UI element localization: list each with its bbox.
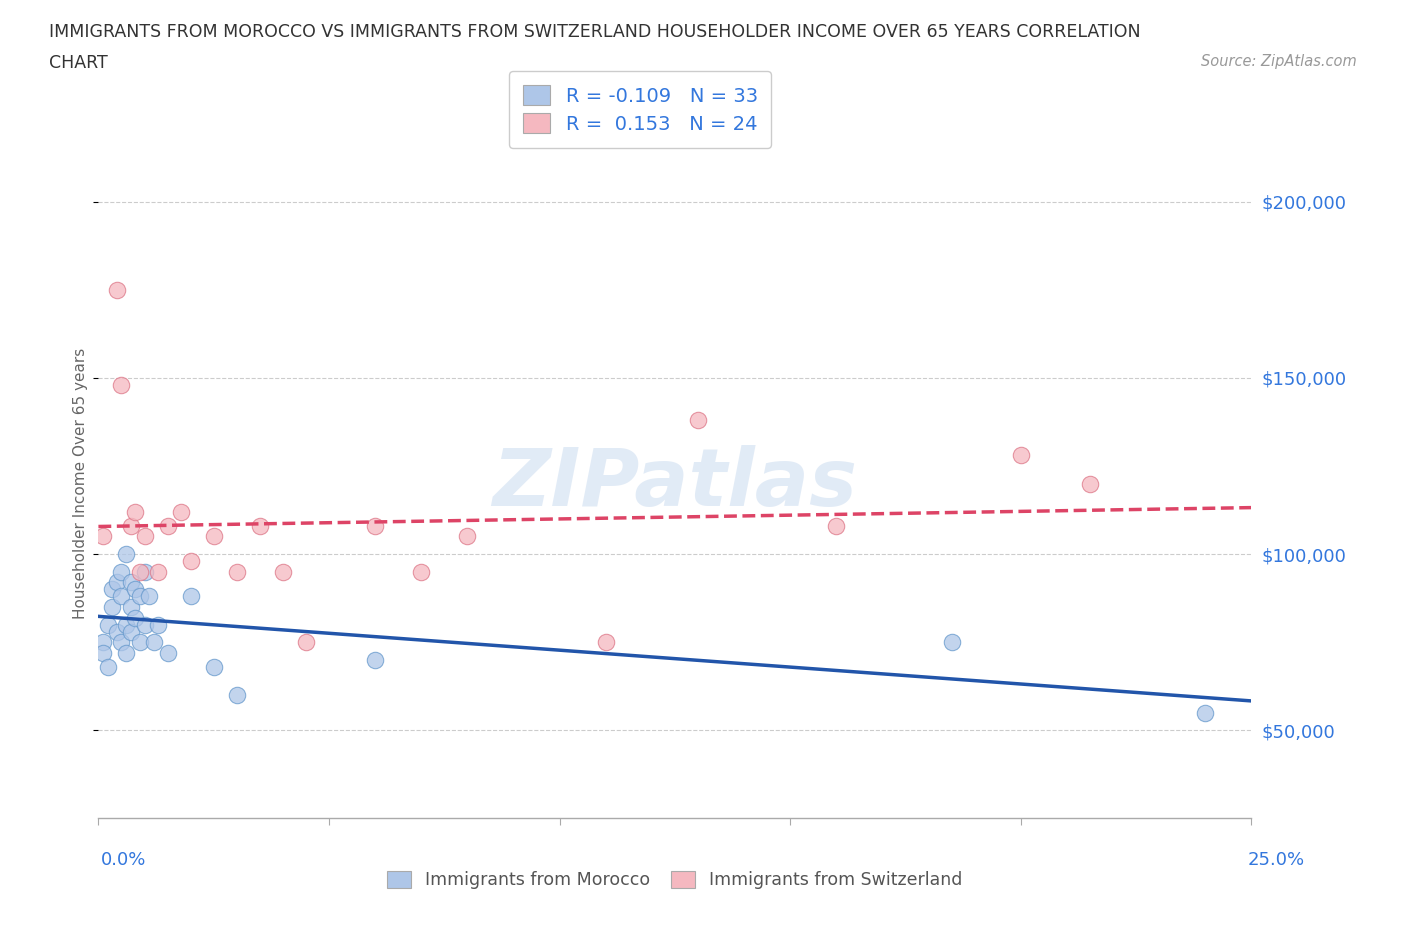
Point bbox=[225, 565, 247, 579]
Point bbox=[202, 529, 225, 544]
Legend: R = -0.109   N = 33, R =  0.153   N = 24: R = -0.109 N = 33, R = 0.153 N = 24 bbox=[509, 72, 772, 148]
Point bbox=[105, 283, 128, 298]
Point bbox=[271, 565, 294, 579]
Text: Source: ZipAtlas.com: Source: ZipAtlas.com bbox=[1201, 54, 1357, 69]
Text: ZIPatlas: ZIPatlas bbox=[492, 445, 858, 523]
Text: IMMIGRANTS FROM MOROCCO VS IMMIGRANTS FROM SWITZERLAND HOUSEHOLDER INCOME OVER 6: IMMIGRANTS FROM MOROCCO VS IMMIGRANTS FR… bbox=[49, 23, 1140, 41]
Point bbox=[101, 582, 124, 597]
Point bbox=[595, 635, 617, 650]
Point bbox=[456, 529, 478, 544]
Point bbox=[941, 635, 963, 650]
Legend: Immigrants from Morocco, Immigrants from Switzerland: Immigrants from Morocco, Immigrants from… bbox=[378, 862, 972, 898]
Point bbox=[101, 600, 124, 615]
Point bbox=[148, 618, 170, 632]
Point bbox=[120, 518, 142, 533]
Point bbox=[110, 589, 132, 604]
Point bbox=[91, 645, 114, 660]
Text: 25.0%: 25.0% bbox=[1247, 851, 1305, 870]
Point bbox=[364, 518, 387, 533]
Point bbox=[110, 635, 132, 650]
Point bbox=[91, 529, 114, 544]
Point bbox=[124, 504, 146, 519]
Point bbox=[1194, 705, 1216, 720]
Point bbox=[115, 618, 138, 632]
Point bbox=[825, 518, 848, 533]
Point bbox=[115, 547, 138, 562]
Point bbox=[142, 635, 165, 650]
Point bbox=[686, 413, 709, 428]
Point bbox=[120, 575, 142, 590]
Point bbox=[129, 635, 152, 650]
Point bbox=[180, 589, 202, 604]
Point bbox=[202, 659, 225, 674]
Point bbox=[295, 635, 318, 650]
Point bbox=[97, 618, 120, 632]
Point bbox=[129, 589, 152, 604]
Point bbox=[134, 618, 156, 632]
Point bbox=[91, 635, 114, 650]
Point bbox=[105, 575, 128, 590]
Point bbox=[225, 687, 247, 702]
Point bbox=[134, 565, 156, 579]
Point bbox=[110, 378, 132, 392]
Point bbox=[180, 553, 202, 568]
Point bbox=[156, 645, 179, 660]
Point bbox=[156, 518, 179, 533]
Point bbox=[124, 610, 146, 625]
Point bbox=[124, 582, 146, 597]
Point bbox=[120, 624, 142, 639]
Point bbox=[105, 624, 128, 639]
Point bbox=[364, 652, 387, 667]
Point bbox=[411, 565, 433, 579]
Point bbox=[148, 565, 170, 579]
Text: 0.0%: 0.0% bbox=[101, 851, 146, 870]
Point bbox=[1078, 476, 1101, 491]
Point bbox=[120, 600, 142, 615]
Point bbox=[170, 504, 193, 519]
Point bbox=[115, 645, 138, 660]
Point bbox=[97, 659, 120, 674]
Point bbox=[249, 518, 271, 533]
Point bbox=[129, 565, 152, 579]
Point bbox=[1010, 448, 1032, 463]
Point bbox=[110, 565, 132, 579]
Point bbox=[138, 589, 160, 604]
Point bbox=[134, 529, 156, 544]
Text: CHART: CHART bbox=[49, 54, 108, 72]
Y-axis label: Householder Income Over 65 years: Householder Income Over 65 years bbox=[73, 348, 87, 619]
